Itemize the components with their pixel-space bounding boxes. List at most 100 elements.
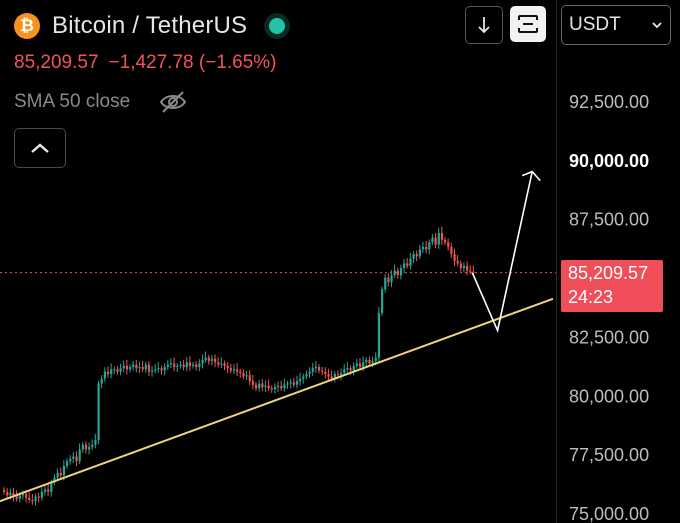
candle	[182, 364, 185, 368]
candle	[62, 465, 66, 476]
candle	[119, 368, 122, 372]
fullscreen-icon	[518, 15, 538, 33]
candle	[195, 364, 198, 368]
candle	[459, 263, 462, 269]
candle	[283, 384, 286, 389]
candle	[173, 363, 176, 368]
live-status-icon	[269, 18, 286, 34]
candle	[355, 363, 358, 366]
candle	[116, 369, 119, 372]
candle	[371, 361, 374, 364]
candle	[273, 387, 277, 390]
candle	[270, 388, 273, 390]
candle	[75, 456, 78, 462]
candle	[368, 359, 371, 364]
candle	[349, 368, 352, 371]
candle	[72, 456, 75, 459]
candle	[15, 496, 18, 499]
candle	[147, 364, 151, 372]
candle	[166, 364, 169, 368]
currency-select[interactable]: USDT	[561, 5, 671, 45]
y-tick-label: 77,500.00	[569, 445, 649, 465]
candle	[236, 369, 239, 372]
last-price: 85,209.57	[14, 52, 99, 73]
indicator-legend: SMA 50 close	[14, 90, 188, 114]
candle	[245, 375, 248, 377]
candle	[251, 381, 255, 385]
candle-countdown: 24:23	[568, 287, 614, 307]
candle	[415, 254, 418, 257]
candle	[390, 275, 393, 283]
candle	[330, 376, 333, 379]
candle	[258, 383, 261, 389]
candle	[31, 500, 34, 502]
candle	[88, 447, 91, 450]
candle	[198, 363, 201, 368]
candle	[50, 482, 53, 492]
candle	[242, 372, 245, 377]
currency-value: USDT	[569, 14, 621, 35]
eye-slash-icon[interactable]	[158, 90, 188, 114]
candle	[248, 375, 251, 382]
candle	[40, 491, 43, 498]
sma-indicator-label[interactable]: SMA 50 close	[14, 91, 131, 112]
candle	[399, 268, 403, 276]
candle	[160, 368, 163, 371]
candle	[255, 384, 258, 389]
fullscreen-button[interactable]	[510, 6, 546, 42]
projection-arrowhead	[521, 170, 541, 182]
candle	[462, 265, 466, 269]
candle	[264, 385, 267, 388]
candle	[440, 232, 444, 240]
candle	[129, 367, 132, 370]
candle	[66, 461, 69, 466]
y-tick-label: 75,000.00	[569, 504, 649, 523]
candle	[110, 369, 113, 375]
candle	[456, 261, 459, 264]
candle	[232, 369, 236, 371]
candle	[6, 491, 9, 496]
candle	[91, 444, 94, 448]
candle	[176, 365, 179, 368]
candle	[94, 440, 97, 445]
y-tick-label: 87,500.00	[569, 210, 649, 230]
support-trendline[interactable]	[0, 297, 554, 503]
candle	[267, 385, 270, 389]
candle	[343, 369, 346, 373]
candle	[444, 239, 447, 243]
candle	[69, 458, 72, 462]
candle	[336, 374, 340, 376]
candle	[421, 246, 425, 250]
pair-title[interactable]: Bitcoin / TetherUS	[52, 12, 248, 39]
candle	[125, 365, 129, 370]
candle	[321, 370, 324, 372]
candle	[239, 371, 242, 373]
y-tick-label: 80,000.00	[569, 386, 649, 406]
candle	[384, 277, 387, 290]
candle	[179, 364, 182, 366]
candle	[333, 374, 336, 379]
price-axis-separator	[556, 0, 557, 523]
candle	[472, 271, 475, 273]
candle	[346, 368, 349, 370]
candle	[144, 364, 147, 370]
download-button[interactable]	[465, 6, 503, 44]
candle	[469, 270, 472, 272]
candle	[365, 359, 368, 363]
candle	[305, 374, 308, 377]
candle	[217, 362, 220, 365]
candle	[25, 494, 28, 498]
symbol-header: ₿ Bitcoin / TetherUS	[14, 12, 286, 40]
collapse-legend-button[interactable]	[14, 128, 66, 168]
candle	[12, 492, 15, 497]
candle	[154, 369, 157, 371]
candle	[138, 367, 141, 369]
candle	[280, 385, 283, 389]
projection-path[interactable]	[471, 171, 533, 334]
candle	[308, 371, 311, 375]
candle	[387, 277, 390, 283]
last-price-badge: 85,209.57 24:23	[561, 260, 663, 312]
candle	[103, 371, 106, 379]
candle	[340, 372, 343, 376]
